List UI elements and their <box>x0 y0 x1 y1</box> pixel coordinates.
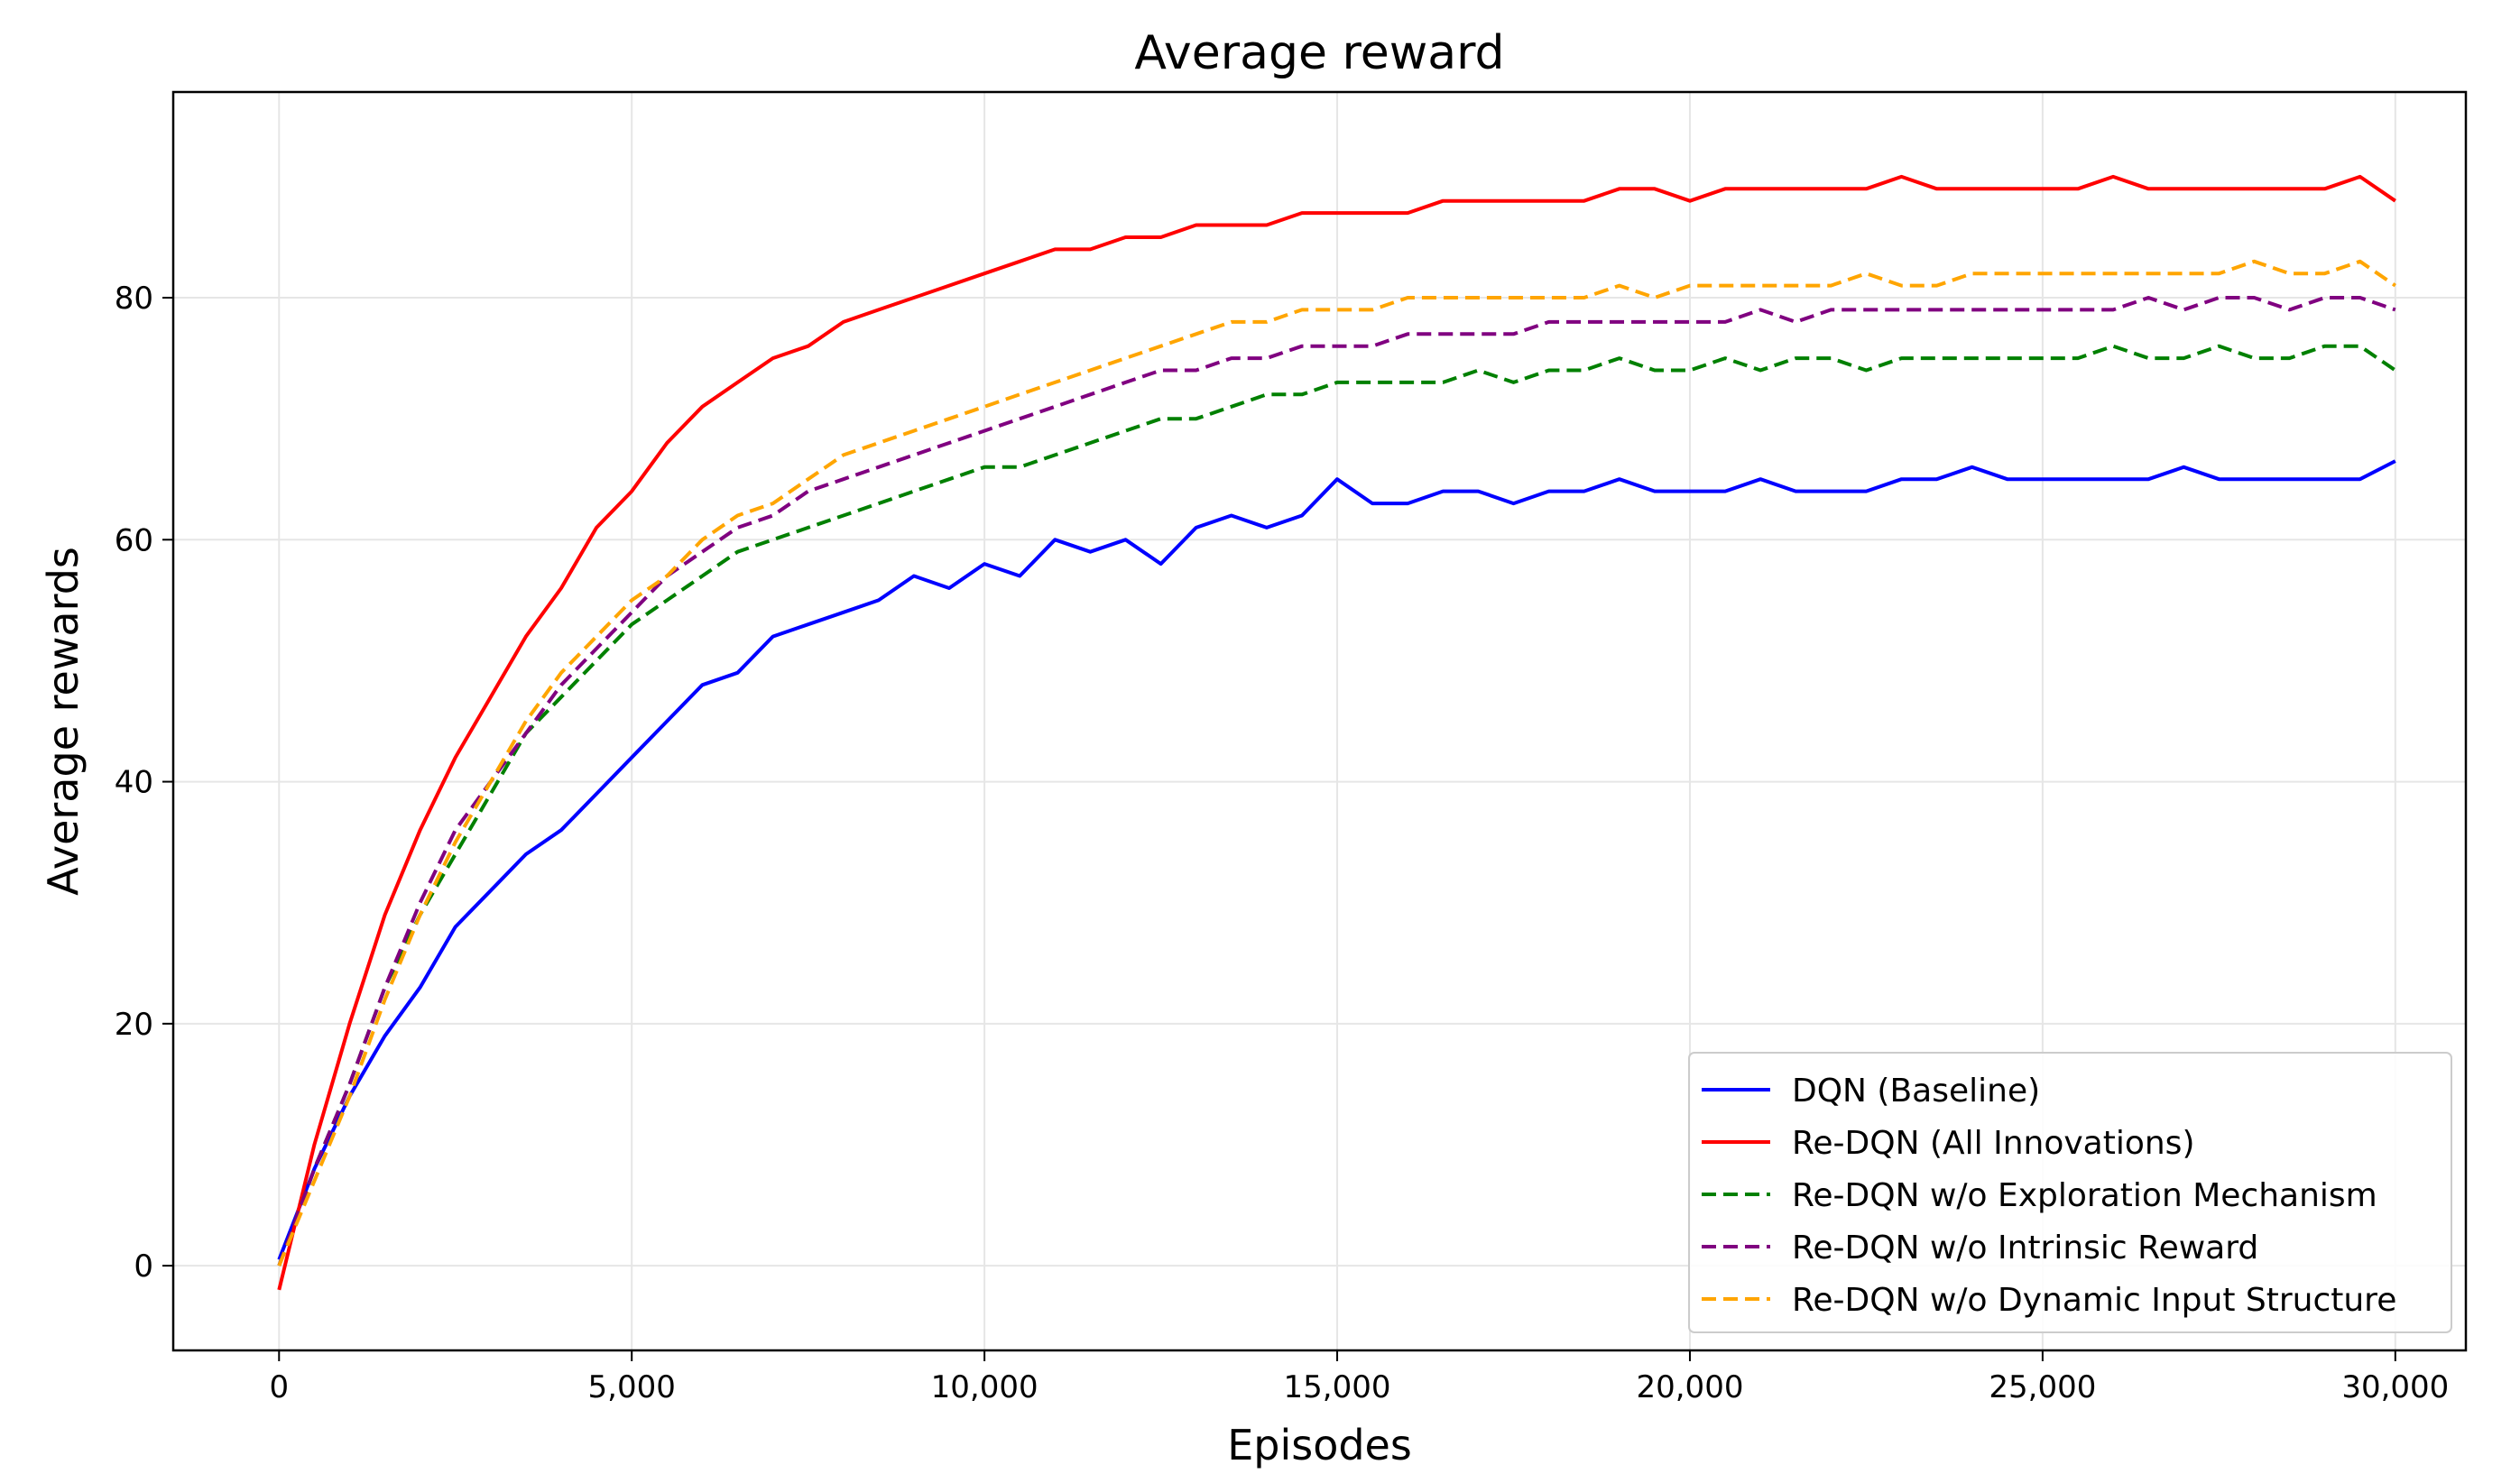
x-axis-ticks: 0 5,000 10,000 15,000 20,000 25,000 30,000 <box>269 1350 2449 1405</box>
plot-area-frame <box>171 90 2468 1352</box>
legend-label: Re-DQN w/o Exploration Mechanism <box>1792 1177 2377 1214</box>
series-line <box>277 259 2396 1267</box>
legend-label: DQN (Baseline) <box>1792 1073 2040 1110</box>
grid <box>173 92 2466 1350</box>
legend-label: Re-DQN (All Innovations) <box>1792 1125 2194 1162</box>
x-tick-label: 30,000 <box>2341 1369 2449 1405</box>
x-tick-label: 25,000 <box>1989 1369 2096 1405</box>
x-tick-label: 15,000 <box>1284 1369 1391 1405</box>
x-tick-label: 20,000 <box>1636 1369 1743 1405</box>
series-line <box>277 459 2396 1261</box>
x-tick-label: 5,000 <box>588 1369 676 1405</box>
y-tick-label: 40 <box>115 765 153 801</box>
legend-box <box>1688 1052 2452 1333</box>
y-axis-label: Average rewards <box>39 547 88 896</box>
y-tick-label: 20 <box>115 1007 153 1043</box>
legend-label: Re-DQN w/o Dynamic Input Structure <box>1792 1282 2396 1319</box>
series-line <box>277 344 2396 1267</box>
x-axis-label: Episodes <box>1227 1421 1412 1469</box>
legend: DQN (Baseline) Re-DQN (All Innovations) Re… <box>1688 1052 2452 1333</box>
y-axis-ticks: 0 20 40 60 80 <box>115 281 173 1285</box>
chart-title: Average reward <box>1134 26 1504 80</box>
x-tick-label: 0 <box>269 1369 289 1405</box>
series-line <box>277 296 2396 1267</box>
series-line <box>277 174 2396 1291</box>
x-tick-label: 10,000 <box>931 1369 1038 1405</box>
y-tick-label: 60 <box>115 522 153 558</box>
y-tick-label: 0 <box>134 1248 153 1285</box>
legend-label: Re-DQN w/o Intrinsic Reward <box>1792 1230 2258 1267</box>
series-lines <box>277 174 2396 1291</box>
y-tick-label: 80 <box>115 281 153 317</box>
